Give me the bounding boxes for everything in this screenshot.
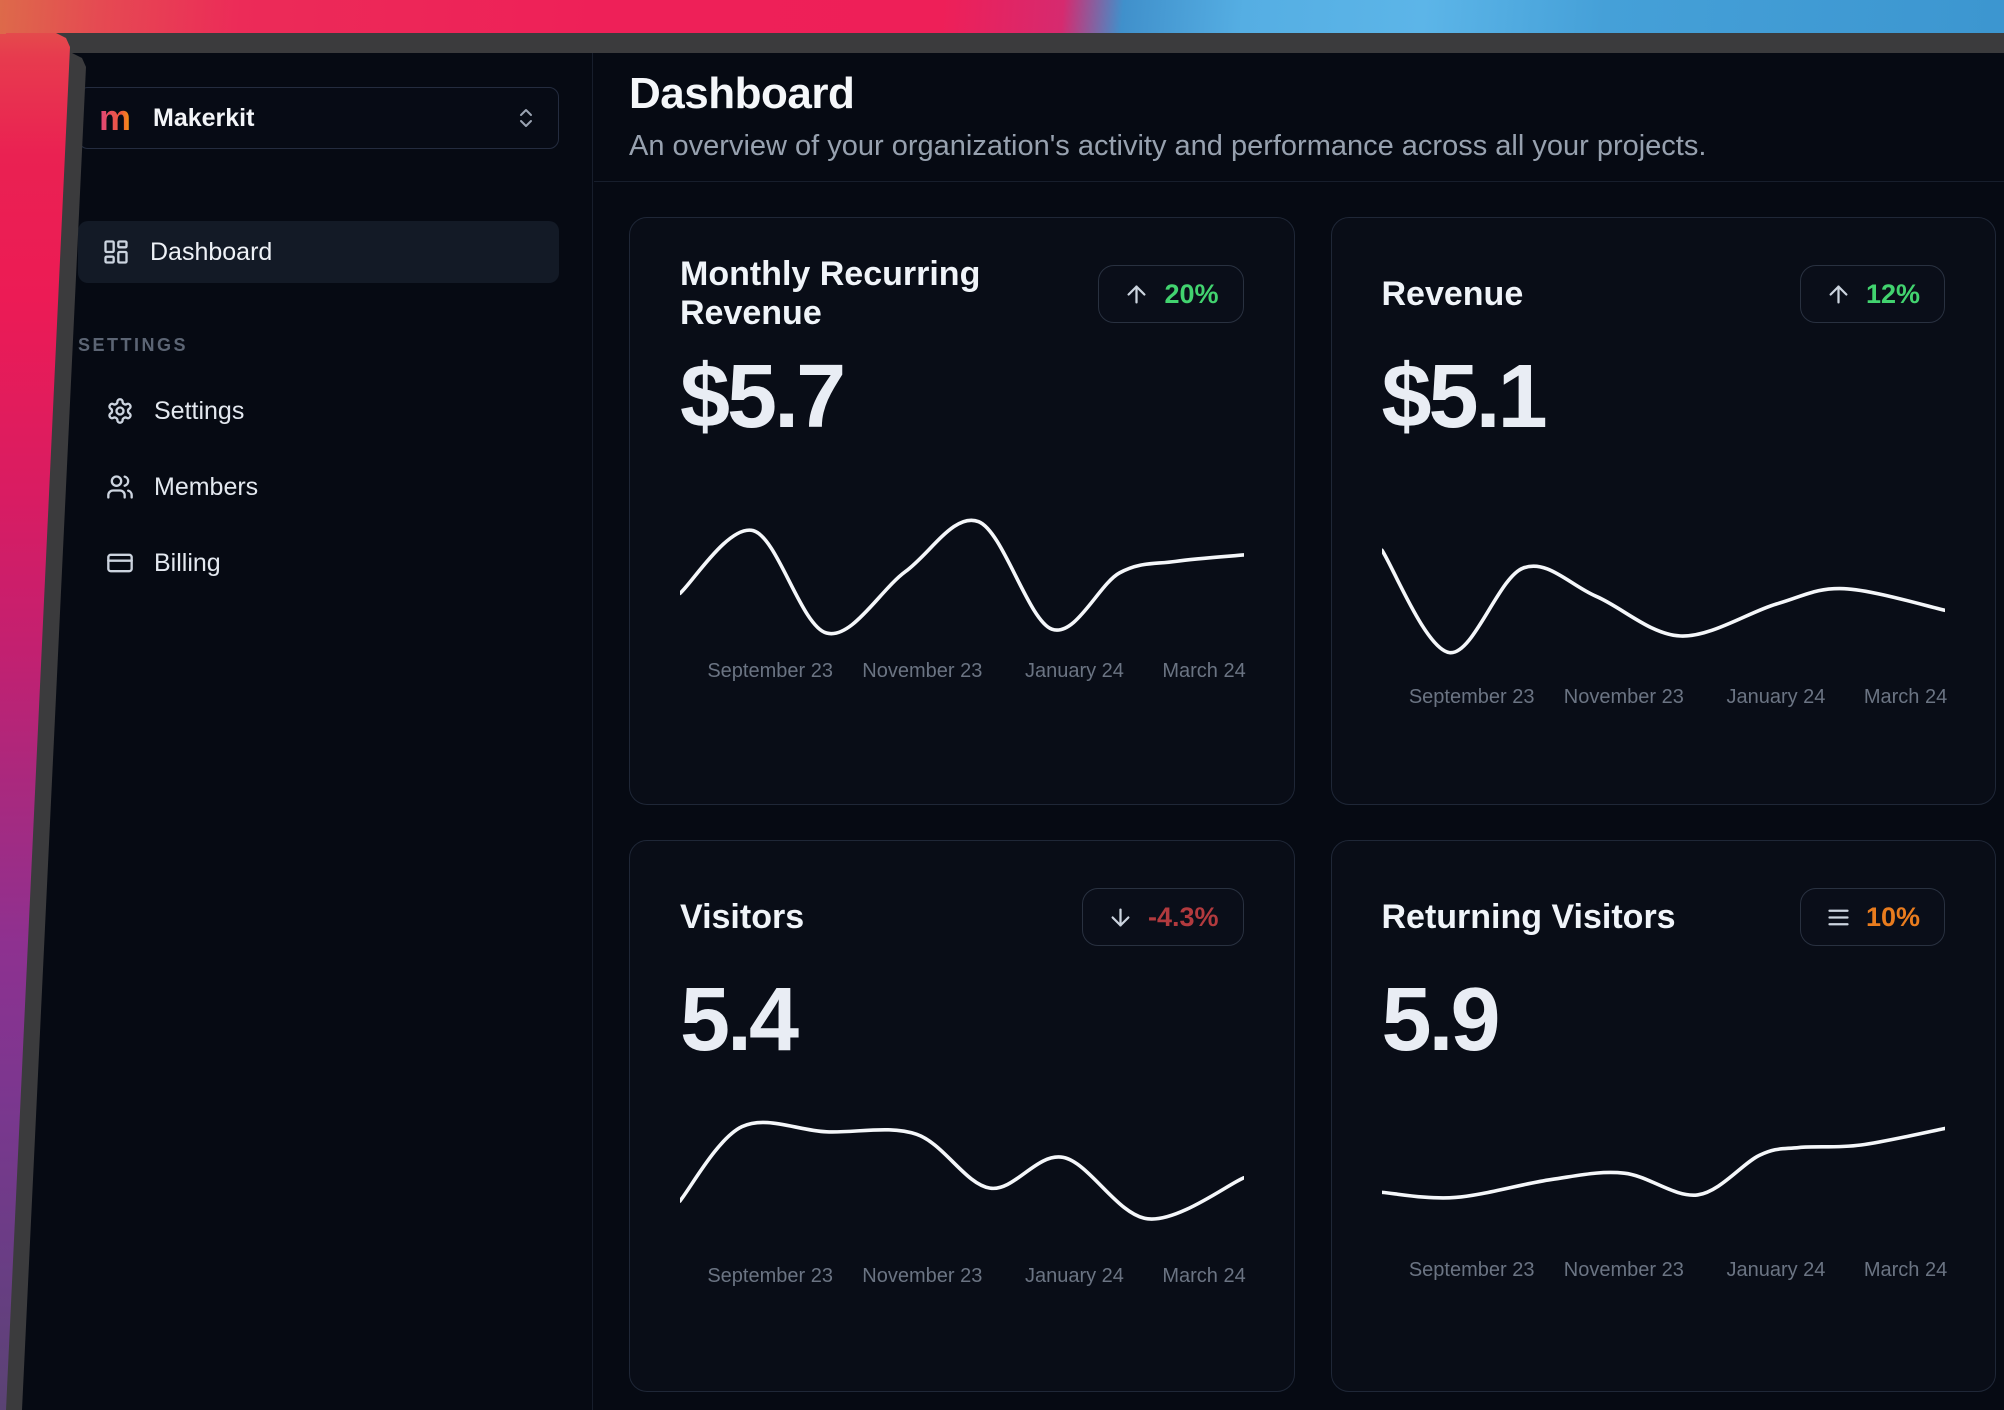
x-axis-labels: September 23 November 23 January 24 Marc… (680, 1265, 1246, 1289)
gear-icon (106, 397, 134, 425)
x-axis-label: September 23 (707, 1265, 833, 1287)
sidebar-item-label: Dashboard (150, 237, 273, 266)
arrow-up-icon (1123, 281, 1150, 308)
x-axis-label: September 23 (1408, 686, 1535, 708)
layout-dashboard-icon (102, 238, 130, 266)
card-title: Visitors (680, 897, 805, 936)
sparkline-block: September 23 November 23 January 24 Marc… (1382, 540, 1948, 710)
x-axis-label: January 24 (1024, 1265, 1124, 1287)
card-monthly-recurring-revenue: Monthly Recurring Revenue 20% $5.7 (629, 217, 1295, 805)
trend-badge: 12% (1799, 265, 1945, 323)
card-returning-visitors: Returning Visitors 10% 5.9 (1330, 840, 1996, 1392)
x-axis-label: January 24 (1726, 686, 1826, 708)
card-title: Revenue (1381, 274, 1524, 313)
workspace-name: Makerkit (153, 103, 255, 132)
page-subtitle: An overview of your organization's activ… (629, 130, 1707, 162)
sidebar-item-label: Members (154, 472, 259, 501)
trend-value: 20% (1164, 278, 1219, 309)
sparkline-chart (680, 514, 1244, 642)
x-axis-label: September 23 (707, 660, 833, 682)
makerkit-logo: m (99, 97, 132, 138)
trend-value: -4.3% (1147, 901, 1219, 932)
x-axis-label: November 23 (862, 1265, 983, 1287)
sparkline-block: September 23 November 23 January 24 Marc… (1382, 1113, 1948, 1283)
window-titlebar[interactable] (6, 33, 2004, 53)
app-content: m Makerkit Dashboard SETTINGS (22, 53, 2004, 1410)
x-axis-label: March 24 (1162, 1265, 1246, 1287)
sidebar-item-label: Settings (154, 396, 245, 425)
trend-badge: 10% (1799, 888, 1945, 946)
x-axis-label: March 24 (1863, 1259, 1948, 1281)
app-window: m Makerkit Dashboard SETTINGS (6, 33, 2004, 1410)
desktop-wallpaper-top (0, 0, 2004, 34)
x-axis-labels: September 23 November 23 January 24 Marc… (1382, 1259, 1948, 1283)
x-axis-label: November 23 (1563, 1259, 1684, 1281)
arrow-up-icon (1825, 281, 1852, 308)
trend-value: 12% (1865, 278, 1920, 309)
trend-badge: 20% (1098, 265, 1244, 323)
trend-value: 10% (1865, 901, 1920, 932)
sparkline-chart (1382, 1113, 1946, 1241)
card-revenue: Revenue 12% $5.1 (1330, 217, 1996, 805)
x-axis-label: March 24 (1162, 660, 1246, 682)
credit-card-icon (106, 549, 134, 577)
sparkline-chart (680, 1119, 1244, 1247)
card-visitors: Visitors -4.3% 5.4 (629, 840, 1295, 1392)
x-axis-labels: September 23 November 23 January 24 Marc… (1382, 686, 1948, 710)
arrow-down-icon (1107, 904, 1134, 931)
metric-value: $5.7 (680, 347, 846, 447)
x-axis-label: January 24 (1024, 660, 1124, 682)
page-title: Dashboard (629, 69, 855, 118)
x-axis-label: January 24 (1726, 1259, 1826, 1281)
x-axis-label: September 23 (1408, 1259, 1535, 1281)
page-header: Dashboard An overview of your organizati… (594, 53, 2004, 182)
main-content: Dashboard An overview of your organizati… (594, 53, 2004, 1410)
sparkline-block: September 23 November 23 January 24 Marc… (680, 1119, 1246, 1289)
sparkline-block: September 23 November 23 January 24 Marc… (680, 514, 1246, 684)
workspace-selector[interactable]: m Makerkit (78, 87, 559, 149)
sparkline-chart (1382, 540, 1946, 668)
x-axis-label: November 23 (862, 660, 983, 682)
chevrons-up-down-icon (514, 106, 538, 130)
sidebar-item-billing[interactable]: Billing (78, 542, 559, 584)
trend-badge: -4.3% (1081, 888, 1244, 946)
sidebar-section-label: SETTINGS (78, 335, 189, 355)
metric-value: $5.1 (1381, 347, 1548, 447)
card-title: Monthly Recurring Revenue (680, 255, 981, 332)
card-title: Returning Visitors (1381, 897, 1676, 936)
menu-icon (1825, 904, 1852, 931)
users-icon (106, 473, 134, 501)
x-axis-label: March 24 (1863, 686, 1948, 708)
sidebar-item-label: Billing (154, 548, 221, 577)
x-axis-labels: September 23 November 23 January 24 Marc… (680, 660, 1246, 684)
sidebar-settings-list: Settings Members Billing (78, 390, 559, 584)
sidebar-item-dashboard[interactable]: Dashboard (78, 221, 559, 283)
sidebar-item-settings[interactable]: Settings (78, 390, 559, 432)
sidebar-item-members[interactable]: Members (78, 466, 559, 508)
x-axis-label: November 23 (1563, 686, 1684, 708)
sidebar: m Makerkit Dashboard SETTINGS (22, 53, 593, 1410)
metric-value: 5.9 (1381, 970, 1501, 1070)
metric-cards-grid: Monthly Recurring Revenue 20% $5.7 (629, 217, 1996, 1392)
metric-value: 5.4 (680, 970, 799, 1070)
